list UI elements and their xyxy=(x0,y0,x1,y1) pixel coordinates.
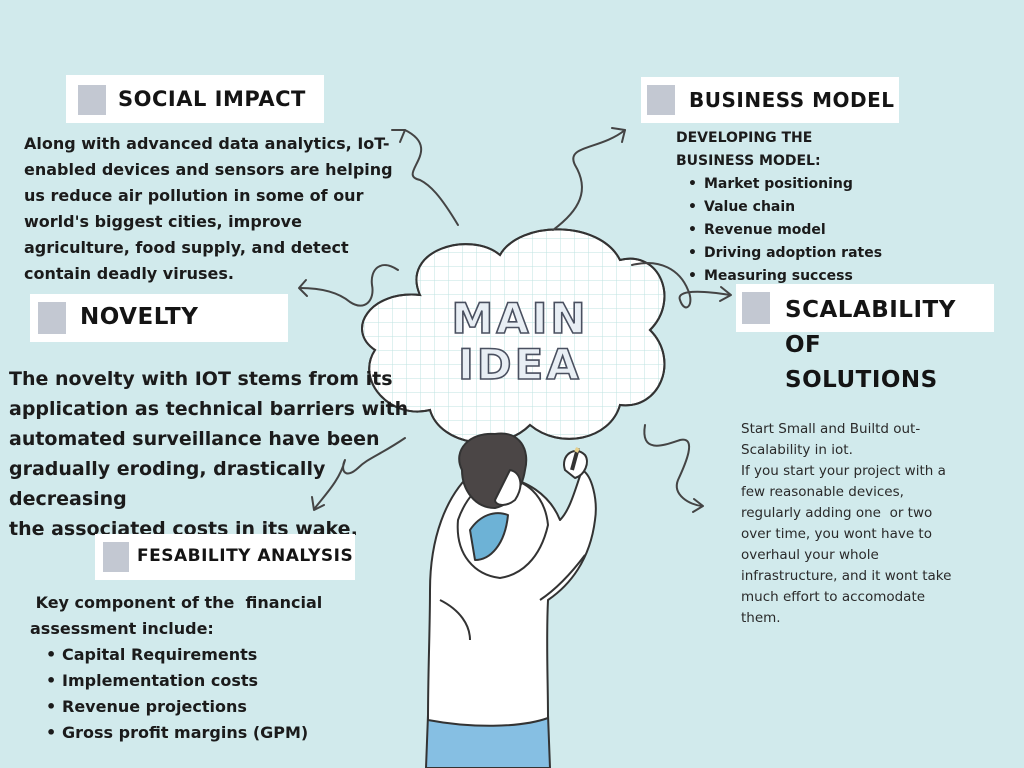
social-impact-line: world's biggest cities, improve xyxy=(24,212,302,231)
arrow-to-scalability xyxy=(631,262,732,309)
title-square-icon xyxy=(103,542,129,572)
person-illustration xyxy=(425,432,597,768)
business-model-title: BUSINESS MODEL xyxy=(689,88,895,112)
arrow-to-social-impact xyxy=(391,129,459,226)
scalability-line: them. xyxy=(741,610,781,626)
feasibility-intro-line: assessment include: xyxy=(30,619,214,638)
social-impact-line: enabled devices and sensors are helping xyxy=(24,160,393,179)
social-impact-line: us reduce air pollution in some of our xyxy=(24,186,364,205)
title-square-icon xyxy=(38,302,66,334)
scalability-line: Start Small and Builtd out- xyxy=(741,421,921,437)
novelty-line: gradually eroding, drastically decreasin… xyxy=(9,458,326,510)
scalability-title: SCALABILITY OF SOLUTIONS xyxy=(785,293,956,398)
feasibility-intro-line: Key component of the financial xyxy=(30,593,323,612)
social-impact-text: Along with advanced data analytics, IoT-… xyxy=(24,131,404,287)
novelty-title-card: NOVELTY xyxy=(30,294,288,342)
novelty-line: The novelty with IOT stems from its xyxy=(9,368,393,390)
feasibility-text: Key component of the financial assessmen… xyxy=(30,590,360,746)
central-idea-title: MAIN IDEA xyxy=(430,294,610,389)
business-model-intro-line: DEVELOPING THE xyxy=(676,130,813,146)
list-item: Measuring success xyxy=(678,265,936,288)
scalability-title-card xyxy=(736,284,994,332)
business-model-list: Market positioning Value chain Revenue m… xyxy=(678,173,936,288)
scalability-line: Scalability in iot. xyxy=(741,442,853,458)
feasibility-title: FESABILITY ANALYSIS xyxy=(137,546,354,566)
title-square-icon xyxy=(78,85,106,115)
scalability-title-line: SOLUTIONS xyxy=(785,367,938,393)
scalability-text: Start Small and Builtd out- Scalability … xyxy=(741,419,1011,629)
social-impact-title: SOCIAL IMPACT xyxy=(118,87,306,111)
title-square-icon xyxy=(647,85,675,115)
arrow-to-novelty xyxy=(298,264,399,307)
business-model-text: DEVELOPING THE BUSINESS MODEL: Market po… xyxy=(676,127,936,288)
scalability-line: few reasonable devices, xyxy=(741,484,904,500)
scalability-line: over time, you wont have to xyxy=(741,526,932,542)
arrow-to-business-model xyxy=(552,127,626,231)
cloud-shape xyxy=(361,228,666,444)
title-square-icon xyxy=(742,292,770,324)
feasibility-list: Capital Requirements Implementation cost… xyxy=(36,642,360,746)
list-item: Revenue model xyxy=(678,219,936,242)
novelty-line: automated surveillance have been xyxy=(9,428,380,450)
arrow-to-scalability-text xyxy=(643,424,704,513)
scalability-line: much effort to accomodate xyxy=(741,589,926,605)
scalability-title-line: SCALABILITY xyxy=(785,297,956,323)
business-model-intro-line: BUSINESS MODEL: xyxy=(676,153,821,169)
social-impact-line: Along with advanced data analytics, IoT- xyxy=(24,134,390,153)
list-item: Gross profit margins (GPM) xyxy=(36,720,360,746)
novelty-text: The novelty with IOT stems from its appl… xyxy=(9,364,449,544)
scalability-line: regularly adding one or two xyxy=(741,505,933,521)
list-item: Value chain xyxy=(678,196,936,219)
scalability-line: infrastructure, and it wont take xyxy=(741,568,952,584)
scalability-line: overhaul your whole xyxy=(741,547,879,563)
list-item: Driving adoption rates xyxy=(678,242,936,265)
arrow-to-feasibility xyxy=(311,437,406,511)
list-item: Implementation costs xyxy=(36,668,360,694)
feasibility-title-card: FESABILITY ANALYSIS xyxy=(95,534,355,580)
novelty-title: NOVELTY xyxy=(80,304,199,330)
list-item: Market positioning xyxy=(678,173,936,196)
central-idea-line-1: MAIN xyxy=(451,294,589,343)
scalability-title-line: OF xyxy=(785,332,822,358)
social-impact-line: contain deadly viruses. xyxy=(24,264,234,283)
social-impact-line: agriculture, food supply, and detect xyxy=(24,238,349,257)
list-item: Capital Requirements xyxy=(36,642,360,668)
list-item: Revenue projections xyxy=(36,694,360,720)
scalability-line: If you start your project with a xyxy=(741,463,946,479)
social-impact-title-card: SOCIAL IMPACT xyxy=(66,75,324,123)
novelty-line: application as technical barriers with xyxy=(9,398,409,420)
business-model-title-card: BUSINESS MODEL xyxy=(641,77,899,123)
central-idea-line-2: IDEA xyxy=(457,340,582,389)
